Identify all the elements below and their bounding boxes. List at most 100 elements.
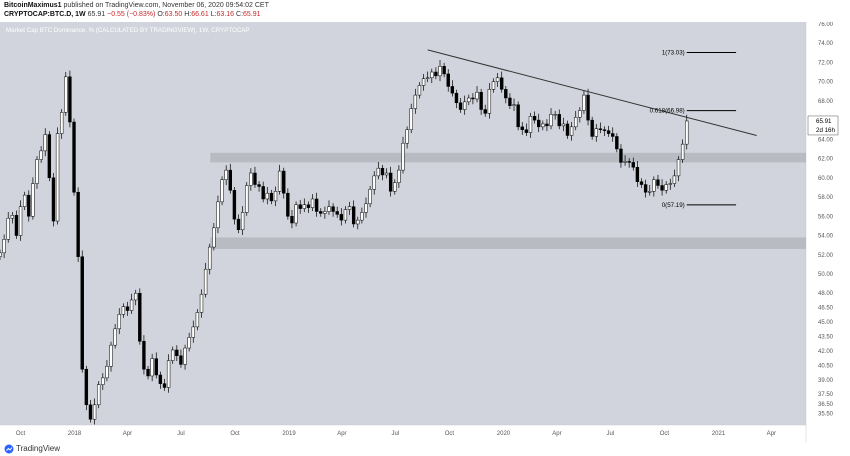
candle-up[interactable] — [438, 65, 442, 77]
candle-up[interactable] — [676, 159, 681, 177]
price-axis[interactable] — [806, 22, 850, 442]
candle-up[interactable] — [368, 189, 372, 205]
candle-up[interactable] — [623, 161, 627, 163]
candle-up[interactable] — [685, 120, 689, 145]
time-axis[interactable] — [0, 425, 806, 442]
candle-up[interactable] — [199, 293, 204, 313]
candle-down[interactable] — [14, 215, 19, 236]
candle-down[interactable] — [450, 86, 455, 94]
candle-up[interactable] — [541, 123, 545, 128]
candle-up[interactable] — [491, 81, 496, 90]
candle-up[interactable] — [245, 185, 249, 213]
candle-down[interactable] — [158, 374, 163, 384]
candle-up[interactable] — [101, 377, 105, 385]
candle-down[interactable] — [611, 133, 615, 137]
candle-up[interactable] — [425, 77, 430, 79]
candle-down[interactable] — [68, 76, 72, 123]
candle-down[interactable] — [545, 123, 549, 127]
candle-up[interactable] — [310, 198, 315, 208]
candle-up[interactable] — [22, 194, 27, 207]
candle-down[interactable] — [471, 97, 475, 100]
candle-up[interactable] — [2, 239, 6, 254]
candle-up[interactable] — [578, 110, 582, 118]
candle-up[interactable] — [475, 91, 479, 100]
candle-down[interactable] — [314, 198, 319, 212]
candle-up[interactable] — [495, 77, 500, 82]
candle-down[interactable] — [434, 71, 438, 77]
candle-down[interactable] — [660, 185, 664, 191]
candle-up[interactable] — [360, 212, 364, 221]
candle-up[interactable] — [109, 344, 113, 367]
candle-up[interactable] — [561, 123, 566, 127]
candle-up[interactable] — [569, 126, 574, 136]
plot-area[interactable] — [0, 22, 806, 442]
candle-up[interactable] — [648, 191, 652, 193]
candle-up[interactable] — [240, 212, 245, 231]
candle-up[interactable] — [64, 76, 68, 113]
candle-up[interactable] — [203, 268, 208, 295]
candle-up[interactable] — [55, 133, 60, 222]
candle-up[interactable] — [347, 206, 352, 210]
candle-up[interactable] — [249, 172, 253, 186]
candle-down[interactable] — [286, 192, 290, 217]
candle-down[interactable] — [51, 177, 56, 222]
candle-down[interactable] — [253, 172, 257, 185]
tradingview-brand[interactable]: TradingView — [16, 444, 61, 453]
candle-up[interactable] — [376, 167, 381, 177]
candle-down[interactable] — [500, 77, 504, 90]
candle-up[interactable] — [664, 184, 668, 191]
candle-up[interactable] — [6, 217, 10, 240]
candle-up[interactable] — [10, 215, 15, 219]
candle-up[interactable] — [121, 306, 126, 315]
candle-down[interactable] — [306, 204, 311, 208]
publisher-name[interactable]: BitcoinMaximus1 — [4, 2, 62, 9]
candle-down[interactable] — [47, 134, 52, 179]
candle-down[interactable] — [261, 186, 265, 200]
candle-up[interactable] — [166, 360, 171, 388]
candle-down[interactable] — [635, 166, 640, 182]
candle-up[interactable] — [668, 183, 672, 185]
candle-down[interactable] — [154, 358, 158, 376]
candle-up[interactable] — [372, 175, 376, 190]
candle-up[interactable] — [216, 201, 220, 229]
candle-down[interactable] — [479, 91, 483, 110]
candle-up[interactable] — [31, 183, 35, 217]
candle-up[interactable] — [0, 252, 2, 257]
candle-down[interactable] — [138, 292, 142, 342]
candle-up[interactable] — [462, 101, 467, 110]
candle-up[interactable] — [59, 112, 64, 134]
candle-down[interactable] — [508, 97, 512, 106]
candle-down[interactable] — [606, 130, 611, 134]
candle-down[interactable] — [162, 383, 167, 388]
candle-down[interactable] — [88, 404, 93, 420]
candle-down[interactable] — [269, 192, 274, 202]
candle-down[interactable] — [516, 104, 520, 128]
candle-down[interactable] — [615, 136, 619, 150]
candle-up[interactable] — [134, 292, 138, 301]
tradingview-logo-icon[interactable] — [4, 444, 14, 454]
candle-up[interactable] — [97, 384, 101, 406]
candle-up[interactable] — [117, 314, 121, 330]
candle-up[interactable] — [574, 116, 578, 128]
candle-down[interactable] — [446, 73, 450, 87]
candle-down[interactable] — [454, 92, 459, 104]
candle-down[interactable] — [380, 167, 385, 176]
candle-down[interactable] — [257, 184, 261, 187]
candle-up[interactable] — [183, 347, 187, 365]
candle-up[interactable] — [393, 182, 397, 192]
candle-down[interactable] — [631, 162, 635, 168]
candle-up[interactable] — [409, 108, 413, 130]
candle-down[interactable] — [627, 161, 631, 163]
candle-up[interactable] — [43, 134, 47, 152]
support-zone[interactable] — [210, 237, 806, 249]
candle-down[interactable] — [282, 170, 286, 194]
candle-down[interactable] — [643, 184, 648, 193]
candle-up[interactable] — [277, 170, 282, 192]
candle-up[interactable] — [405, 129, 409, 144]
candle-down[interactable] — [602, 129, 607, 131]
candle-up[interactable] — [487, 89, 492, 114]
candle-up[interactable] — [224, 169, 228, 180]
candle-up[interactable] — [113, 328, 117, 346]
candle-up[interactable] — [323, 211, 327, 214]
